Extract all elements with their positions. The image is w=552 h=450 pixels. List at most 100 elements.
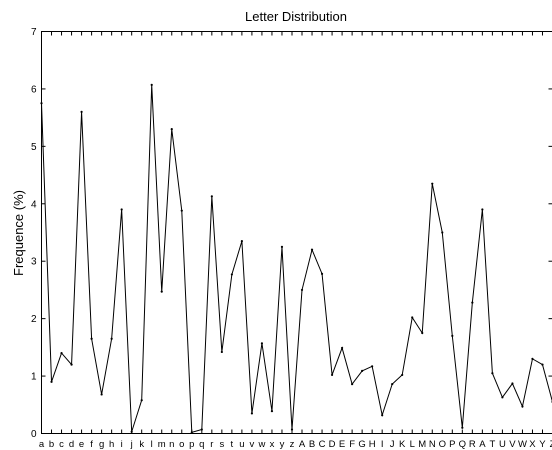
data-point bbox=[491, 372, 494, 375]
x-tick-label: I bbox=[381, 439, 384, 450]
x-tick-label: q bbox=[199, 439, 204, 450]
chart-title: Letter Distribution bbox=[245, 9, 347, 24]
data-point bbox=[300, 288, 304, 292]
x-tick-label: M bbox=[418, 439, 426, 450]
x-tick-label: s bbox=[219, 439, 224, 450]
data-point bbox=[270, 410, 274, 413]
data-point bbox=[240, 240, 243, 243]
data-point bbox=[531, 357, 534, 360]
y-tick-label: 2 bbox=[31, 314, 37, 325]
y-tick-label: 4 bbox=[31, 199, 37, 210]
data-point bbox=[511, 382, 514, 385]
data-point bbox=[310, 248, 314, 251]
x-tick-label: w bbox=[257, 439, 265, 450]
data-point bbox=[411, 316, 414, 319]
data-point bbox=[210, 195, 213, 198]
data-point bbox=[230, 273, 233, 276]
data-point bbox=[50, 380, 53, 383]
x-tick-label: v bbox=[250, 439, 255, 450]
x-tick-label: i bbox=[121, 439, 123, 450]
data-point bbox=[40, 102, 43, 105]
y-tick-label: 6 bbox=[31, 84, 37, 95]
x-tick-label: j bbox=[130, 439, 133, 450]
x-tick-label: B bbox=[309, 439, 315, 450]
x-tick-label: V bbox=[509, 439, 516, 450]
data-point bbox=[160, 290, 163, 293]
data-point bbox=[381, 414, 384, 417]
x-tick-label: P bbox=[449, 439, 455, 450]
x-tick-label: F bbox=[349, 439, 355, 450]
data-point bbox=[451, 334, 454, 337]
x-tick-label: h bbox=[109, 439, 114, 450]
y-tick-label: 7 bbox=[31, 27, 37, 38]
data-point bbox=[110, 337, 113, 340]
data-point bbox=[401, 373, 404, 377]
x-tick-label: C bbox=[319, 439, 326, 450]
data-point bbox=[391, 383, 394, 386]
y-tick-label: 5 bbox=[31, 142, 37, 153]
data-point bbox=[280, 245, 284, 248]
x-tick-label: N bbox=[429, 439, 436, 450]
y-tick-label: 1 bbox=[31, 372, 37, 383]
data-point bbox=[190, 431, 193, 434]
data-point bbox=[501, 396, 504, 399]
plot-area-frame bbox=[41, 31, 552, 434]
data-point bbox=[200, 428, 203, 431]
data-point bbox=[361, 369, 364, 373]
x-tick-label: r bbox=[210, 439, 213, 450]
y-tick-label: 3 bbox=[31, 257, 37, 268]
x-tick-label: t bbox=[231, 439, 234, 450]
x-tick-label: Q bbox=[459, 439, 466, 450]
x-tick-label: E bbox=[339, 439, 345, 450]
data-point bbox=[441, 231, 444, 234]
data-point bbox=[70, 363, 73, 366]
x-tick-label: b bbox=[49, 439, 54, 450]
data-point bbox=[80, 110, 83, 113]
x-tick-label: X bbox=[529, 439, 536, 450]
data-point bbox=[431, 182, 434, 185]
y-tick-label: 0 bbox=[31, 429, 37, 440]
x-tick-label: Y bbox=[539, 439, 546, 450]
x-tick-label: R bbox=[469, 439, 476, 450]
data-point bbox=[330, 373, 334, 377]
x-tick-label: e bbox=[79, 439, 84, 450]
x-tick-label: J bbox=[390, 439, 395, 450]
data-point bbox=[90, 337, 93, 340]
data-point bbox=[481, 208, 484, 211]
x-tick-label: D bbox=[329, 439, 336, 450]
x-tick-label: g bbox=[99, 439, 104, 450]
x-tick-label: A bbox=[299, 439, 306, 450]
x-tick-label: A bbox=[479, 439, 486, 450]
y-axis-ticks: 0 1 2 3 4 5 6 7 bbox=[31, 27, 552, 440]
data-point bbox=[421, 331, 424, 335]
x-tick-label: n bbox=[169, 439, 174, 450]
data-point bbox=[371, 365, 374, 368]
x-tick-label: c bbox=[59, 439, 64, 450]
data-point bbox=[541, 363, 544, 366]
x-tick-label: o bbox=[179, 439, 184, 450]
x-tick-label: a bbox=[39, 439, 45, 450]
data-point bbox=[461, 426, 464, 429]
data-point bbox=[170, 128, 173, 131]
series-line bbox=[41, 84, 552, 434]
data-point bbox=[340, 346, 344, 350]
y-axis-label: Frequence (%) bbox=[11, 190, 26, 276]
data-point bbox=[140, 399, 143, 402]
x-tick-label: W bbox=[518, 439, 527, 450]
x-tick-label: L bbox=[410, 439, 415, 450]
x-tick-label: f bbox=[90, 439, 93, 450]
x-tick-label: u bbox=[239, 439, 244, 450]
data-point bbox=[100, 393, 103, 396]
x-tick-label: T bbox=[489, 439, 495, 450]
data-point bbox=[260, 342, 264, 345]
data-point bbox=[290, 428, 294, 431]
x-tick-label: m bbox=[158, 439, 166, 450]
series-group bbox=[40, 83, 552, 434]
data-point bbox=[521, 405, 524, 408]
x-tick-label: y bbox=[280, 439, 285, 450]
x-tick-label: K bbox=[399, 439, 406, 450]
data-point bbox=[180, 209, 183, 212]
data-point bbox=[351, 383, 354, 386]
